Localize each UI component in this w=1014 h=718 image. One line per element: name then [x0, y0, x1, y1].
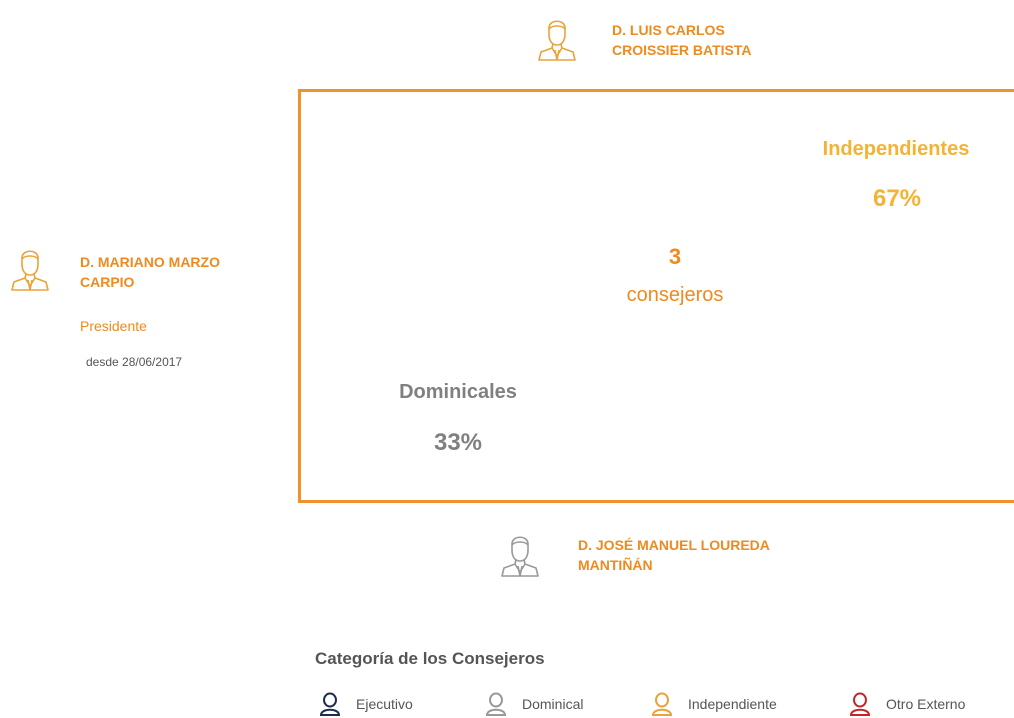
segment-name: Dominicales: [399, 381, 517, 403]
legend-item: Dominical: [522, 696, 584, 712]
name-line: D. MARIANO MARZO: [80, 254, 220, 270]
member-name: D. JOSÉ MANUEL LOUREDA MANTIÑÁN: [578, 535, 770, 575]
legend-item: Independiente: [688, 696, 777, 712]
member-role: Presidente: [80, 318, 147, 334]
legend-icon: [318, 692, 342, 716]
legend-item: Otro Externo: [886, 696, 966, 712]
legend-item: Ejecutivo: [356, 696, 413, 712]
member-icon: [10, 244, 50, 292]
legend-icon: [484, 692, 508, 716]
member-icon: [537, 14, 577, 62]
member-name: D. LUIS CARLOS CROISSIER BATISTA: [612, 20, 752, 60]
segment-percent: 33%: [433, 429, 483, 456]
count: 3: [668, 244, 682, 269]
composition-box: [298, 89, 1014, 503]
name-line: D. JOSÉ MANUEL LOUREDA: [578, 537, 770, 553]
segment-percent: 67%: [872, 185, 922, 212]
name-line: CROISSIER BATISTA: [612, 42, 752, 58]
name-line: CARPIO: [80, 274, 135, 290]
segment-name: Independientes: [822, 138, 970, 160]
member-icon: [500, 530, 540, 578]
name-line: MANTIÑÁN: [578, 557, 653, 573]
legend-icon: [650, 692, 674, 716]
member-name: D. MARIANO MARZO CARPIO: [80, 252, 220, 292]
count-label: consejeros: [626, 284, 724, 306]
legend-icon: [848, 692, 872, 716]
member-since: desde 28/06/2017: [86, 355, 183, 369]
name-line: D. LUIS CARLOS: [612, 22, 725, 38]
legend-title: Categoría de los Consejeros: [315, 649, 545, 668]
